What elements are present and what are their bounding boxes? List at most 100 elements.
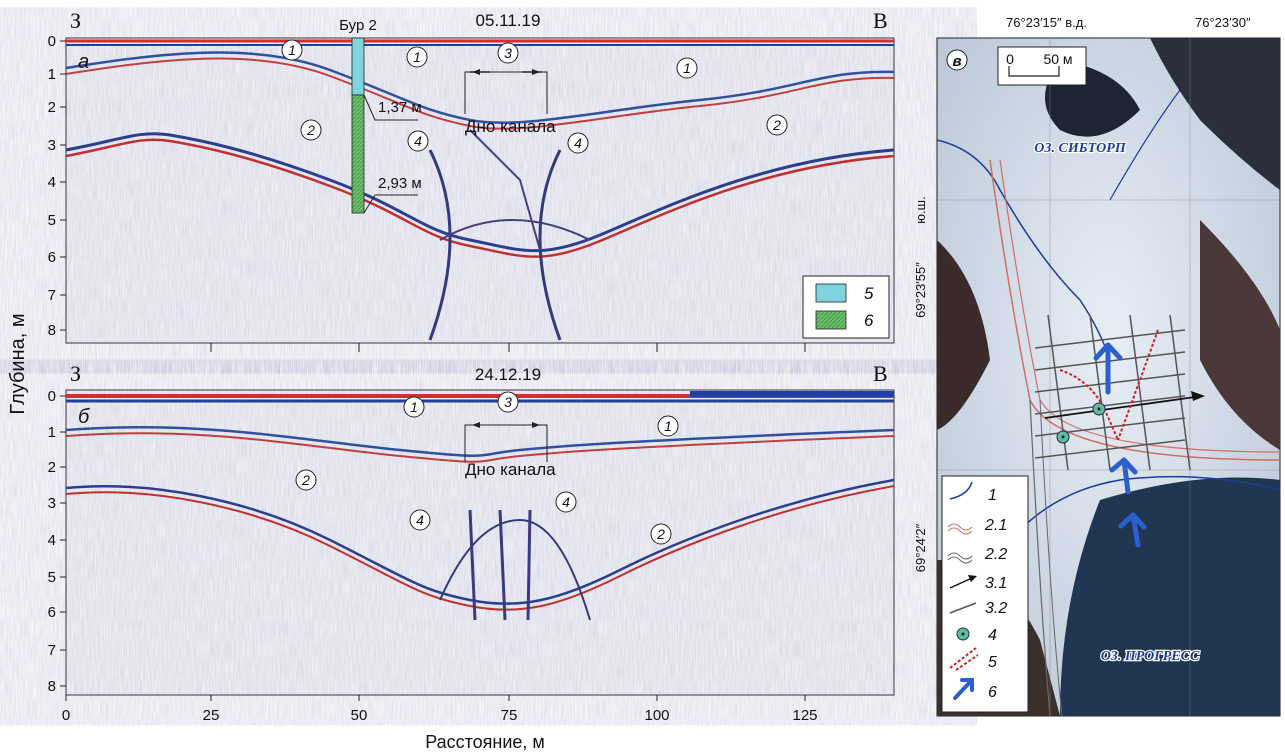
map-panel [936, 37, 1281, 717]
borehole-layer-5 [351, 37, 365, 96]
x-axis-label: Расстояние, м [425, 732, 545, 752]
date-a: 05.11.19 [476, 11, 541, 30]
svg-text:4: 4 [416, 512, 424, 528]
radargram-a [65, 37, 895, 344]
reflector-lines-a [65, 39, 895, 341]
svg-text:6: 6 [988, 684, 997, 701]
rock-outcrop-e [1200, 220, 1280, 450]
markers-b: 1 1 2 2 3 4 4 [295, 391, 679, 545]
flow-arrows-6 [1093, 342, 1147, 548]
channel-bottom-b: Дно канала [465, 460, 556, 479]
depth-label-2: 2,93 м [378, 175, 422, 192]
y-tick-labels-b: 0 1 2 3 4 5 6 7 8 [48, 388, 56, 695]
svg-text:2: 2 [772, 117, 781, 133]
y-axis-a [60, 40, 66, 331]
panel-letter-a: а [78, 51, 89, 73]
date-b: 24.12.19 [475, 365, 541, 384]
svg-text:5: 5 [48, 212, 56, 229]
channel-bracket-a [464, 71, 548, 114]
y-axis-b [60, 395, 66, 687]
svg-text:1: 1 [683, 60, 691, 76]
scale-zero: 0 [1006, 51, 1014, 67]
svg-text:1: 1 [988, 487, 997, 504]
svg-text:2.1: 2.1 [984, 517, 1007, 534]
y-tick-labels-a: 0 1 2 3 4 5 6 7 8 [48, 33, 56, 339]
svg-text:2: 2 [656, 526, 665, 542]
lat-suffix: ю.ш. [913, 196, 928, 223]
svg-text:3.1: 3.1 [985, 575, 1007, 592]
svg-text:125: 125 [792, 707, 817, 724]
east-label-a: В [873, 8, 888, 33]
svg-text:7: 7 [48, 642, 56, 659]
svg-text:2: 2 [306, 122, 315, 138]
svg-text:5: 5 [988, 654, 997, 671]
west-label-a: З [70, 8, 81, 33]
svg-text:3.2: 3.2 [985, 600, 1007, 617]
profile-line-3-1 [1044, 396, 1196, 419]
rock-outcrop-ne [1150, 38, 1280, 190]
svg-text:4: 4 [414, 133, 422, 149]
lon-label-1: 76°23′15″ в.д. [1006, 15, 1087, 30]
depth-leader-2 [363, 194, 418, 214]
svg-text:2.2: 2.2 [984, 546, 1007, 563]
lat-label-2: 69°24′2″ [913, 523, 928, 572]
svg-text:1: 1 [288, 42, 296, 58]
legend-label-5: 5 [864, 284, 874, 303]
svg-text:100: 100 [644, 707, 669, 724]
svg-text:1: 1 [48, 66, 56, 83]
scale-box [997, 46, 1087, 86]
svg-text:3: 3 [504, 394, 512, 410]
svg-text:1: 1 [410, 399, 418, 415]
svg-text:4: 4 [574, 135, 582, 151]
channel-bracket-b [464, 424, 548, 462]
lat-label-1: 69°23′55″ [913, 262, 928, 318]
legend-swatch-6 [815, 310, 847, 330]
svg-text:50: 50 [351, 707, 368, 724]
svg-text:4: 4 [48, 532, 56, 549]
east-label-b: В [873, 361, 888, 386]
borehole-layer-6 [351, 94, 365, 214]
lake-shoreline-1 [936, 139, 1111, 361]
depth-leader-1 [363, 94, 418, 121]
legend-box-a [802, 275, 890, 339]
lon-label-2: 76°23′30″ [1195, 15, 1251, 30]
channel-bottom-a: Дно канала [465, 117, 556, 136]
svg-text:0: 0 [62, 707, 70, 724]
lake-progress-area [1060, 477, 1280, 716]
borehole-label: Бур 2 [339, 17, 377, 34]
svg-text:2: 2 [48, 99, 56, 116]
svg-text:6: 6 [48, 604, 56, 621]
legend-swatch-5 [815, 283, 847, 303]
svg-text:2: 2 [48, 459, 56, 476]
svg-text:6: 6 [48, 249, 56, 266]
svg-text:1: 1 [48, 424, 56, 441]
depth-label-1: 1,37 м [378, 99, 422, 116]
panel-letter-b: б [78, 406, 90, 428]
lake-label-sibtorp: ОЗ. СИБТОРП [1034, 141, 1127, 156]
svg-text:5: 5 [48, 569, 56, 586]
svg-text:3: 3 [504, 45, 512, 61]
panel-letter-v: в [952, 53, 961, 70]
svg-text:75: 75 [501, 707, 518, 724]
west-label-b: З [70, 361, 81, 386]
svg-text:25: 25 [203, 707, 220, 724]
svg-text:4: 4 [562, 494, 570, 510]
svg-text:1: 1 [413, 49, 421, 65]
x-axis [65, 343, 806, 701]
lake-label-progress: ОЗ. ПРОГРЕСС [1101, 649, 1200, 664]
map-legend-labels: 1 2.1 2.2 3.1 3.2 4 5 6 [984, 487, 1007, 701]
map-legend-box [941, 475, 1029, 713]
svg-text:8: 8 [48, 678, 56, 695]
svg-text:1: 1 [664, 418, 672, 434]
svg-text:8: 8 [48, 322, 56, 339]
svg-text:4: 4 [48, 174, 56, 191]
svg-text:4: 4 [988, 627, 997, 644]
scale-50: 50 м [1043, 51, 1072, 67]
radargram-b [65, 389, 895, 696]
svg-text:7: 7 [48, 287, 56, 304]
x-tick-labels: 0 25 50 75 100 125 [62, 707, 818, 724]
y-axis-label: Глубина, м [7, 313, 29, 414]
rock-outcrop-w [937, 240, 990, 430]
svg-text:2: 2 [301, 472, 310, 488]
